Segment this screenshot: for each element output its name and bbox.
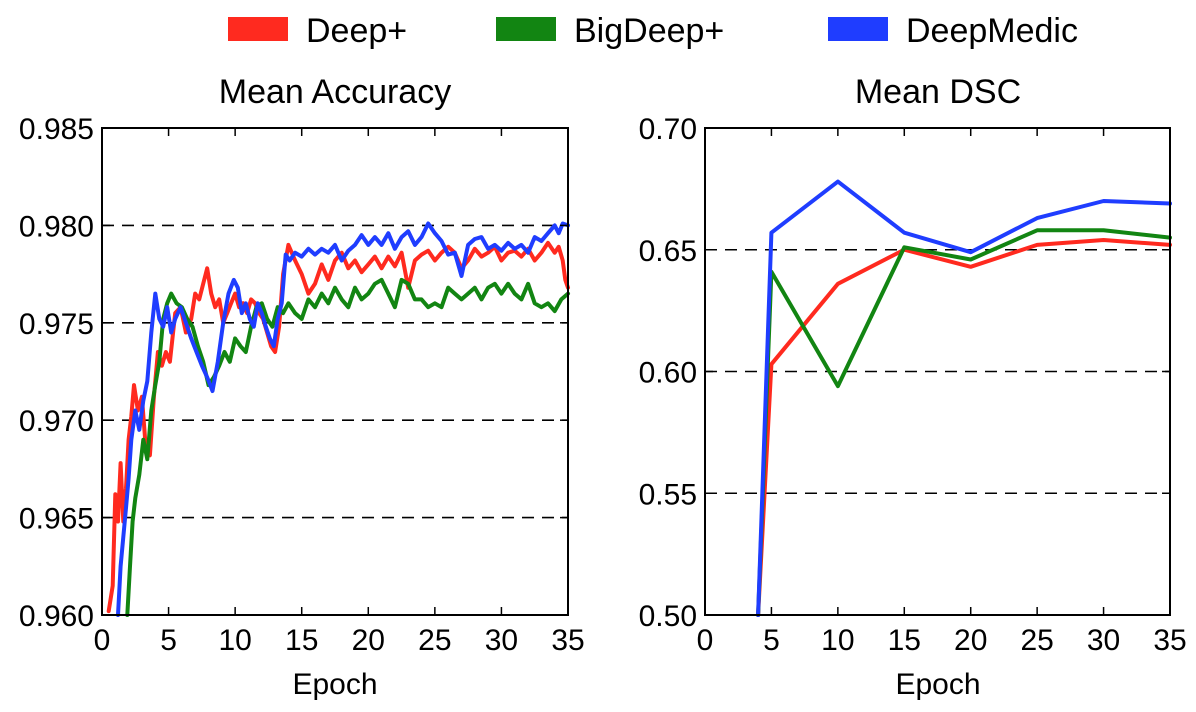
dsc-line-deepmedic — [756, 179, 1172, 617]
accuracy-line-deep-plus — [106, 240, 570, 614]
dsc-y-tick-label: 0.60 — [639, 357, 697, 390]
dsc-x-tick-label: 5 — [763, 624, 780, 657]
dsc-y-tick-labels: 0.50 0.55 0.60 0.65 0.70 — [639, 113, 697, 633]
dsc-x-tick-label: 30 — [1087, 624, 1120, 657]
dsc-x-tick-label: 25 — [1020, 624, 1053, 657]
accuracy-x-tick-label: 30 — [485, 624, 518, 657]
legend-label-deep-plus: Deep+ — [306, 12, 407, 50]
legend-label-bigdeep-plus: BigDeep+ — [574, 12, 724, 50]
dsc-x-tick-label: 35 — [1153, 624, 1186, 657]
dsc-x-tick-label: 10 — [821, 624, 854, 657]
accuracy-x-tick-labels: 0 5 10 15 20 25 30 35 — [94, 624, 585, 657]
dsc-ticks — [704, 127, 1171, 616]
dsc-x-axis-label: Epoch — [895, 668, 980, 701]
accuracy-chart: Mean Accuracy 0.9600.9650.9700.9750.9800… — [19, 73, 585, 701]
accuracy-y-tick-label: 0.960 — [19, 600, 94, 633]
accuracy-y-tick-label: 0.970 — [19, 405, 94, 438]
accuracy-x-tick-label: 35 — [551, 624, 584, 657]
legend-label-deepmedic: DeepMedic — [906, 12, 1078, 50]
accuracy-x-tick-label: 25 — [418, 624, 451, 657]
accuracy-line-bigdeep-plus — [125, 277, 570, 617]
dsc-x-tick-labels: 0 5 10 15 20 25 30 35 — [697, 624, 1187, 657]
accuracy-line-deepmedic — [116, 221, 570, 617]
accuracy-x-axis-label: Epoch — [292, 668, 377, 701]
dsc-y-tick-label: 0.65 — [639, 235, 697, 268]
accuracy-x-tick-label: 20 — [352, 624, 385, 657]
dsc-x-tick-label: 0 — [697, 624, 714, 657]
accuracy-x-tick-label: 10 — [218, 624, 251, 657]
legend: Deep+ BigDeep+ DeepMedic — [228, 12, 1078, 50]
dsc-line-bigdeep-plus — [756, 228, 1172, 617]
accuracy-gridlines — [102, 224, 568, 519]
accuracy-chart-title: Mean Accuracy — [219, 73, 451, 111]
legend-swatch-deepmedic — [828, 17, 888, 41]
accuracy-ticks — [101, 127, 569, 616]
dsc-x-tick-label: 20 — [954, 624, 987, 657]
dsc-y-tick-label: 0.55 — [639, 478, 697, 511]
accuracy-y-tick-label: 0.985 — [19, 113, 94, 146]
legend-swatch-deep-plus — [228, 17, 288, 41]
accuracy-x-tick-label: 15 — [285, 624, 318, 657]
dsc-chart-title: Mean DSC — [855, 73, 1021, 111]
dsc-y-tick-label: 0.50 — [639, 600, 697, 633]
accuracy-x-tick-label: 0 — [94, 624, 111, 657]
accuracy-plot-frame — [101, 127, 569, 616]
dsc-x-tick-label: 15 — [888, 624, 921, 657]
accuracy-series — [106, 221, 570, 617]
accuracy-y-tick-label: 0.980 — [19, 210, 94, 243]
dsc-chart: Mean DSC 0.50 0.55 0.60 0.65 0.70 0 5 10 15 20 25… — [639, 73, 1187, 701]
dsc-series — [756, 179, 1172, 617]
dsc-gridlines — [705, 248, 1170, 495]
accuracy-y-tick-label: 0.965 — [19, 503, 94, 536]
accuracy-x-tick-label: 5 — [160, 624, 177, 657]
legend-swatch-bigdeep-plus — [496, 17, 556, 41]
accuracy-y-tick-label: 0.975 — [19, 308, 94, 341]
dsc-y-tick-label: 0.70 — [639, 113, 697, 146]
dsc-line-deep-plus — [756, 238, 1172, 617]
accuracy-y-tick-labels: 0.960 0.965 0.970 0.975 0.980 0.985 — [19, 113, 94, 633]
